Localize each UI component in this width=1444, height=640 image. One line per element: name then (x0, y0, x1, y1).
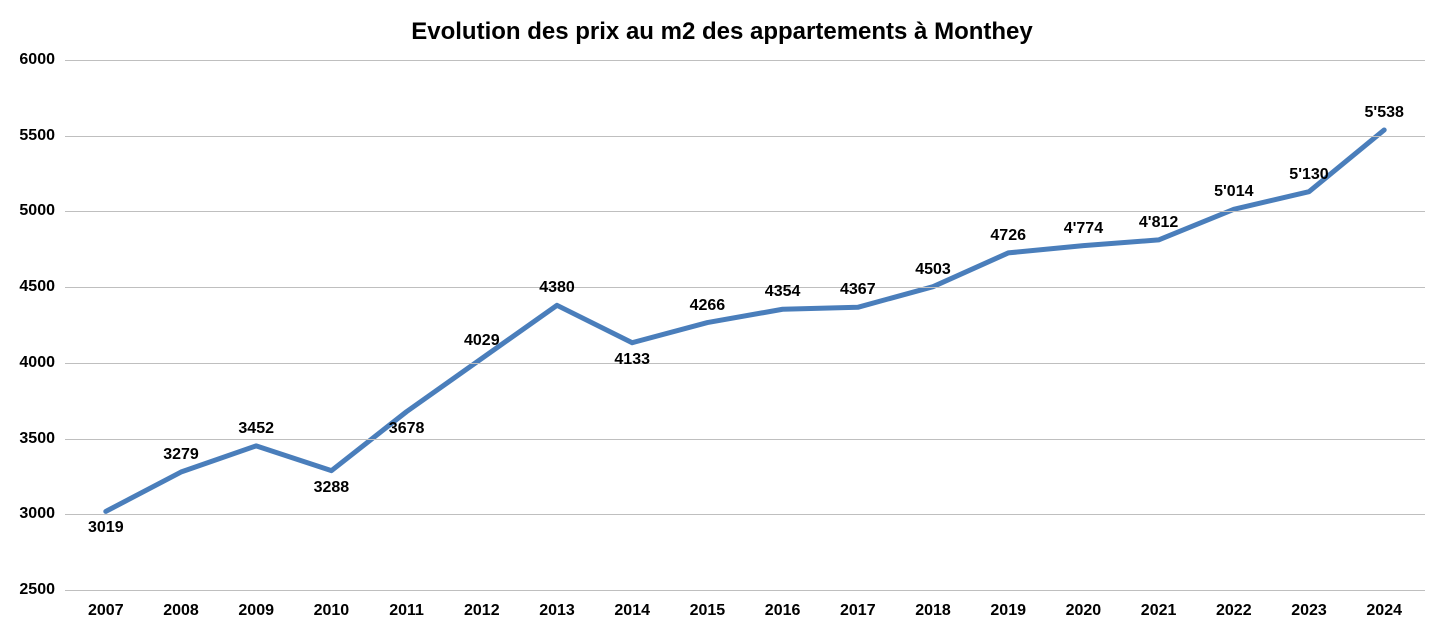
x-axis-tick-label: 2013 (539, 602, 575, 620)
data-point-label: 5'130 (1289, 166, 1328, 184)
x-axis-tick-label: 2016 (765, 602, 801, 620)
data-point-label: 4380 (539, 279, 575, 297)
data-point-label: 4726 (990, 227, 1026, 245)
x-axis-tick-label: 2024 (1366, 602, 1402, 620)
y-axis-tick-label: 4000 (19, 354, 55, 372)
chart-plot-area: 2500300035004000450050005500600020072008… (65, 60, 1425, 590)
data-point-label: 4029 (464, 332, 500, 350)
data-point-label: 3678 (389, 420, 425, 438)
data-point-label: 3452 (238, 420, 274, 438)
x-axis-tick-label: 2017 (840, 602, 876, 620)
x-axis-tick-label: 2023 (1291, 602, 1327, 620)
data-point-label: 3279 (163, 446, 199, 464)
data-point-label: 4367 (840, 281, 876, 299)
x-axis-tick-label: 2012 (464, 602, 500, 620)
x-axis-tick-label: 2008 (163, 602, 199, 620)
x-axis-tick-label: 2020 (1066, 602, 1102, 620)
y-axis-tick-label: 5500 (19, 127, 55, 145)
chart-line-series (65, 60, 1425, 590)
chart-gridline (65, 136, 1425, 137)
x-axis-tick-label: 2015 (690, 602, 726, 620)
data-point-label: 5'014 (1214, 183, 1253, 201)
chart-gridline (65, 514, 1425, 515)
x-axis-tick-label: 2018 (915, 602, 951, 620)
chart-gridline (65, 211, 1425, 212)
data-point-label: 3288 (314, 479, 350, 497)
x-axis-tick-label: 2011 (389, 602, 424, 620)
data-point-label: 4266 (690, 297, 726, 315)
data-point-label: 5'538 (1364, 104, 1403, 122)
data-point-label: 4'812 (1139, 214, 1178, 232)
x-axis-tick-label: 2014 (614, 602, 650, 620)
chart-gridline (65, 287, 1425, 288)
chart-gridline (65, 590, 1425, 591)
y-axis-tick-label: 2500 (19, 581, 55, 599)
y-axis-tick-label: 6000 (19, 51, 55, 69)
y-axis-tick-label: 4500 (19, 278, 55, 296)
data-point-label: 4354 (765, 283, 801, 301)
x-axis-tick-label: 2019 (990, 602, 1026, 620)
data-point-label: 4'774 (1064, 220, 1103, 238)
series-line (106, 130, 1384, 511)
x-axis-tick-label: 2009 (238, 602, 274, 620)
x-axis-tick-label: 2007 (88, 602, 124, 620)
x-axis-tick-label: 2021 (1141, 602, 1177, 620)
y-axis-tick-label: 3500 (19, 430, 55, 448)
chart-title: Evolution des prix au m2 des appartement… (0, 18, 1444, 46)
data-point-label: 4503 (915, 261, 951, 279)
data-point-label: 4133 (614, 351, 650, 369)
y-axis-tick-label: 5000 (19, 202, 55, 220)
chart-gridline (65, 60, 1425, 61)
data-point-label: 3019 (88, 519, 124, 537)
x-axis-tick-label: 2010 (314, 602, 350, 620)
x-axis-tick-label: 2022 (1216, 602, 1252, 620)
y-axis-tick-label: 3000 (19, 505, 55, 523)
chart-gridline (65, 363, 1425, 364)
chart-gridline (65, 439, 1425, 440)
price-evolution-chart: Evolution des prix au m2 des appartement… (0, 0, 1444, 640)
